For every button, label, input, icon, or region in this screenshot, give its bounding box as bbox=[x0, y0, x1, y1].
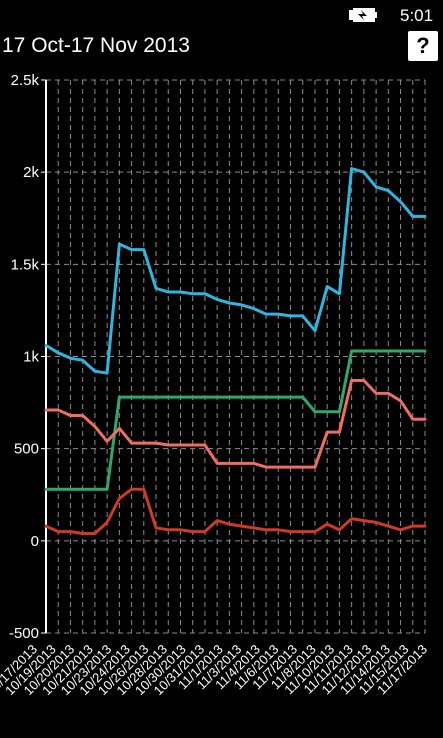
y-tick-label: -500 bbox=[9, 625, 39, 642]
series-lines bbox=[44, 167, 427, 535]
x-axis-ticks: 10/17/201310/19/201310/20/201310/21/2013… bbox=[0, 641, 430, 698]
clock: 5:01 bbox=[400, 6, 434, 25]
grid bbox=[45, 79, 426, 634]
series-line-2 bbox=[44, 349, 427, 491]
y-tick-label: 2k bbox=[23, 164, 39, 181]
y-axis-ticks: -500 0 500 1k 1.5k 2k 2.5k bbox=[9, 72, 46, 642]
y-tick-label: 500 bbox=[14, 441, 39, 458]
battery-charging-icon bbox=[349, 8, 377, 22]
series-line-4 bbox=[44, 487, 427, 535]
y-tick-label: 1k bbox=[23, 349, 39, 366]
y-tick-label: 1.5k bbox=[11, 256, 40, 273]
y-tick-label: 2.5k bbox=[11, 72, 40, 89]
page-title: 17 Oct-17 Nov 2013 bbox=[2, 34, 190, 57]
series-line-1 bbox=[44, 167, 427, 375]
series-line-3 bbox=[44, 379, 427, 469]
status-bar: 5:01 bbox=[0, 0, 443, 32]
y-tick-label: 0 bbox=[31, 533, 39, 550]
help-button[interactable]: ? bbox=[408, 31, 438, 61]
